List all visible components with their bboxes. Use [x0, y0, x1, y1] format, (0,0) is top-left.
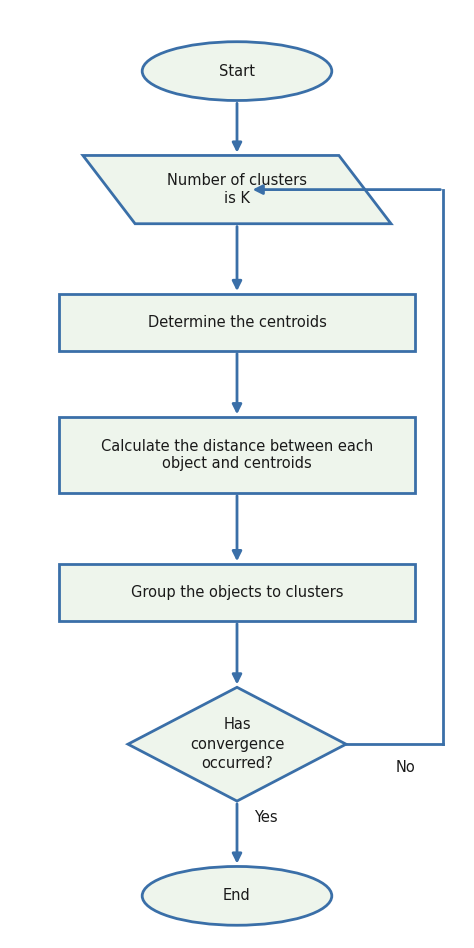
Ellipse shape	[142, 866, 332, 925]
Text: Calculate the distance between each
object and centroids: Calculate the distance between each obje…	[101, 439, 373, 471]
Text: Yes: Yes	[254, 810, 277, 825]
Text: End: End	[223, 888, 251, 903]
Bar	[59, 564, 415, 621]
Text: No: No	[395, 760, 415, 775]
Bar	[59, 294, 415, 351]
Text: Determine the centroids: Determine the centroids	[147, 315, 327, 330]
Text: Group the objects to clusters: Group the objects to clusters	[131, 585, 343, 600]
Ellipse shape	[142, 42, 332, 100]
Polygon shape	[83, 155, 391, 224]
Bar	[59, 417, 415, 493]
Polygon shape	[128, 687, 346, 801]
Text: Has
convergence
occurred?: Has convergence occurred?	[190, 717, 284, 772]
Text: Number of clusters
is K: Number of clusters is K	[167, 173, 307, 206]
Text: Start: Start	[219, 64, 255, 79]
